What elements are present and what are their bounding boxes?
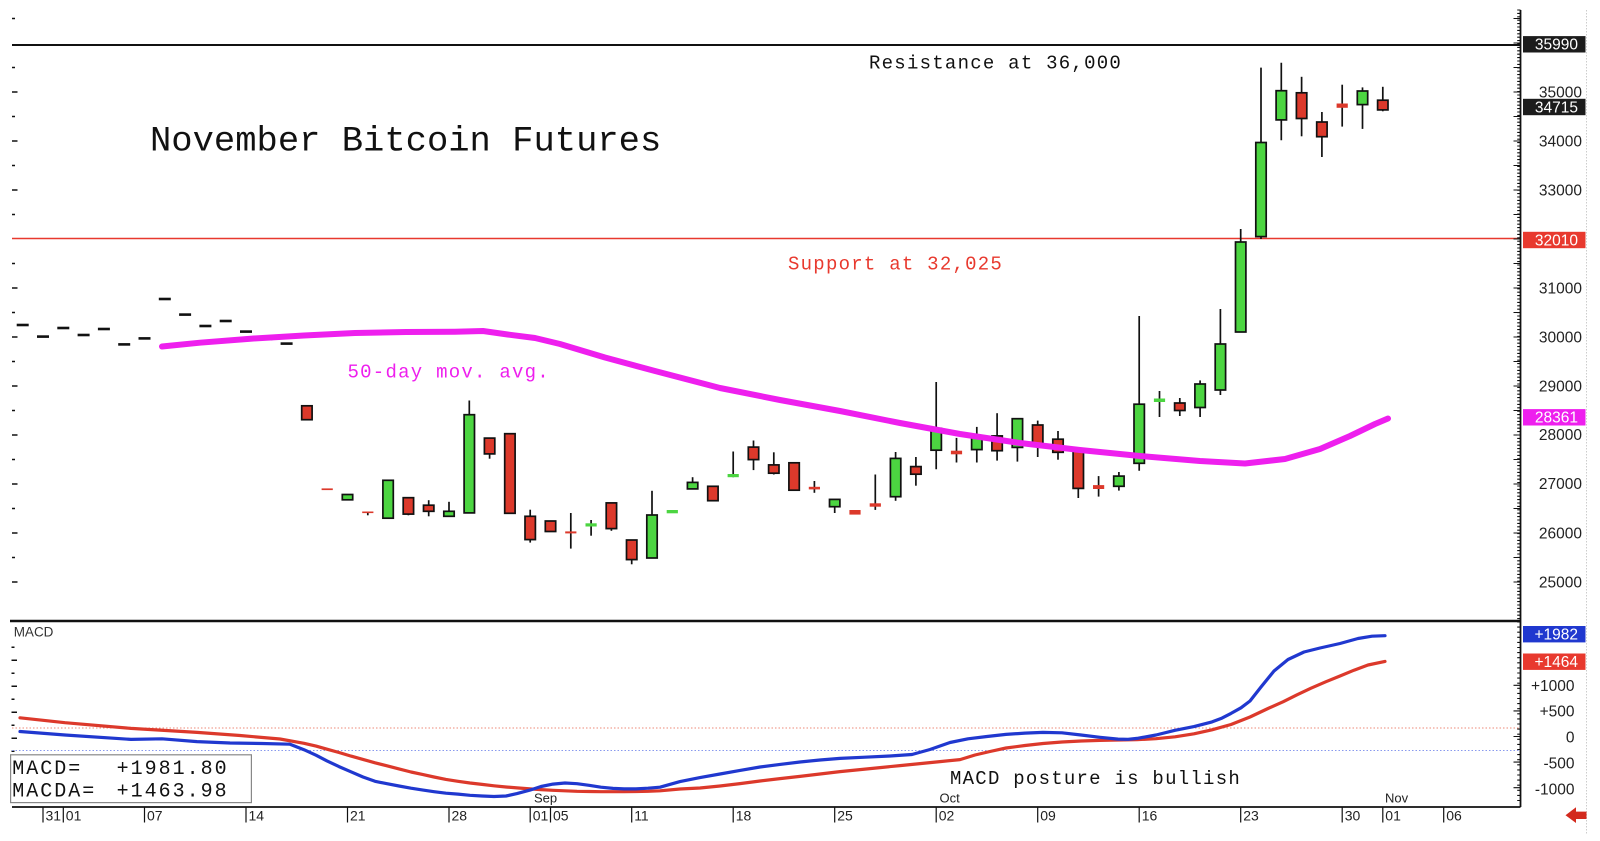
svg-text:-500: -500	[1543, 756, 1574, 773]
svg-text:18: 18	[736, 808, 752, 824]
svg-text:+1000: +1000	[1531, 678, 1575, 695]
svg-text:34000: 34000	[1539, 134, 1582, 151]
svg-text:-1000: -1000	[1535, 782, 1575, 799]
svg-text:+1463.98: +1463.98	[117, 780, 229, 803]
svg-text:06: 06	[1446, 808, 1462, 824]
svg-text:Oct: Oct	[940, 791, 961, 806]
svg-text:Nov: Nov	[1385, 791, 1409, 806]
svg-text:14: 14	[249, 808, 265, 824]
svg-text:Support at 32,025: Support at 32,025	[788, 254, 1003, 276]
svg-text:MACDA=: MACDA=	[12, 780, 96, 803]
svg-text:0: 0	[1566, 730, 1575, 747]
svg-text:05: 05	[553, 808, 569, 824]
svg-text:09: 09	[1040, 808, 1056, 824]
svg-text:28000: 28000	[1539, 427, 1582, 444]
svg-text:29000: 29000	[1539, 379, 1582, 396]
svg-text:07: 07	[147, 808, 163, 824]
svg-text:01: 01	[1385, 808, 1401, 824]
svg-text:21: 21	[350, 808, 366, 824]
svg-text:Sep: Sep	[534, 791, 557, 806]
svg-text:01: 01	[66, 808, 82, 824]
svg-text:34715: 34715	[1535, 99, 1578, 116]
svg-text:MACD posture is bullish: MACD posture is bullish	[950, 768, 1241, 790]
svg-text:31000: 31000	[1539, 281, 1582, 298]
svg-text:30000: 30000	[1539, 330, 1582, 347]
svg-text:30: 30	[1345, 808, 1361, 824]
svg-text:25: 25	[837, 808, 853, 824]
svg-text:MACD=: MACD=	[12, 758, 82, 781]
svg-text:02: 02	[939, 808, 955, 824]
svg-text:26000: 26000	[1539, 526, 1582, 543]
svg-text:28: 28	[452, 808, 468, 824]
svg-text:01: 01	[533, 808, 549, 824]
svg-text:27000: 27000	[1539, 476, 1582, 493]
svg-text:MACD: MACD	[14, 624, 54, 639]
svg-text:16: 16	[1142, 808, 1158, 824]
svg-text:+1464: +1464	[1534, 654, 1578, 671]
svg-text:33000: 33000	[1539, 183, 1582, 200]
svg-text:Resistance at 36,000: Resistance at 36,000	[869, 53, 1122, 75]
svg-text:+1982: +1982	[1534, 627, 1578, 644]
svg-text:31: 31	[46, 808, 62, 824]
svg-text:28361: 28361	[1535, 410, 1578, 427]
svg-text:35000: 35000	[1539, 85, 1582, 102]
svg-text:23: 23	[1243, 808, 1259, 824]
svg-text:35990: 35990	[1535, 37, 1578, 54]
svg-text:+500: +500	[1540, 703, 1575, 720]
svg-text:11: 11	[634, 808, 649, 824]
svg-text:November Bitcoin Futures: November Bitcoin Futures	[150, 121, 661, 162]
svg-text:+1981.80: +1981.80	[117, 758, 229, 781]
svg-text:32010: 32010	[1535, 232, 1578, 249]
svg-text:50-day mov. avg.: 50-day mov. avg.	[348, 362, 550, 384]
svg-text:25000: 25000	[1539, 575, 1582, 592]
